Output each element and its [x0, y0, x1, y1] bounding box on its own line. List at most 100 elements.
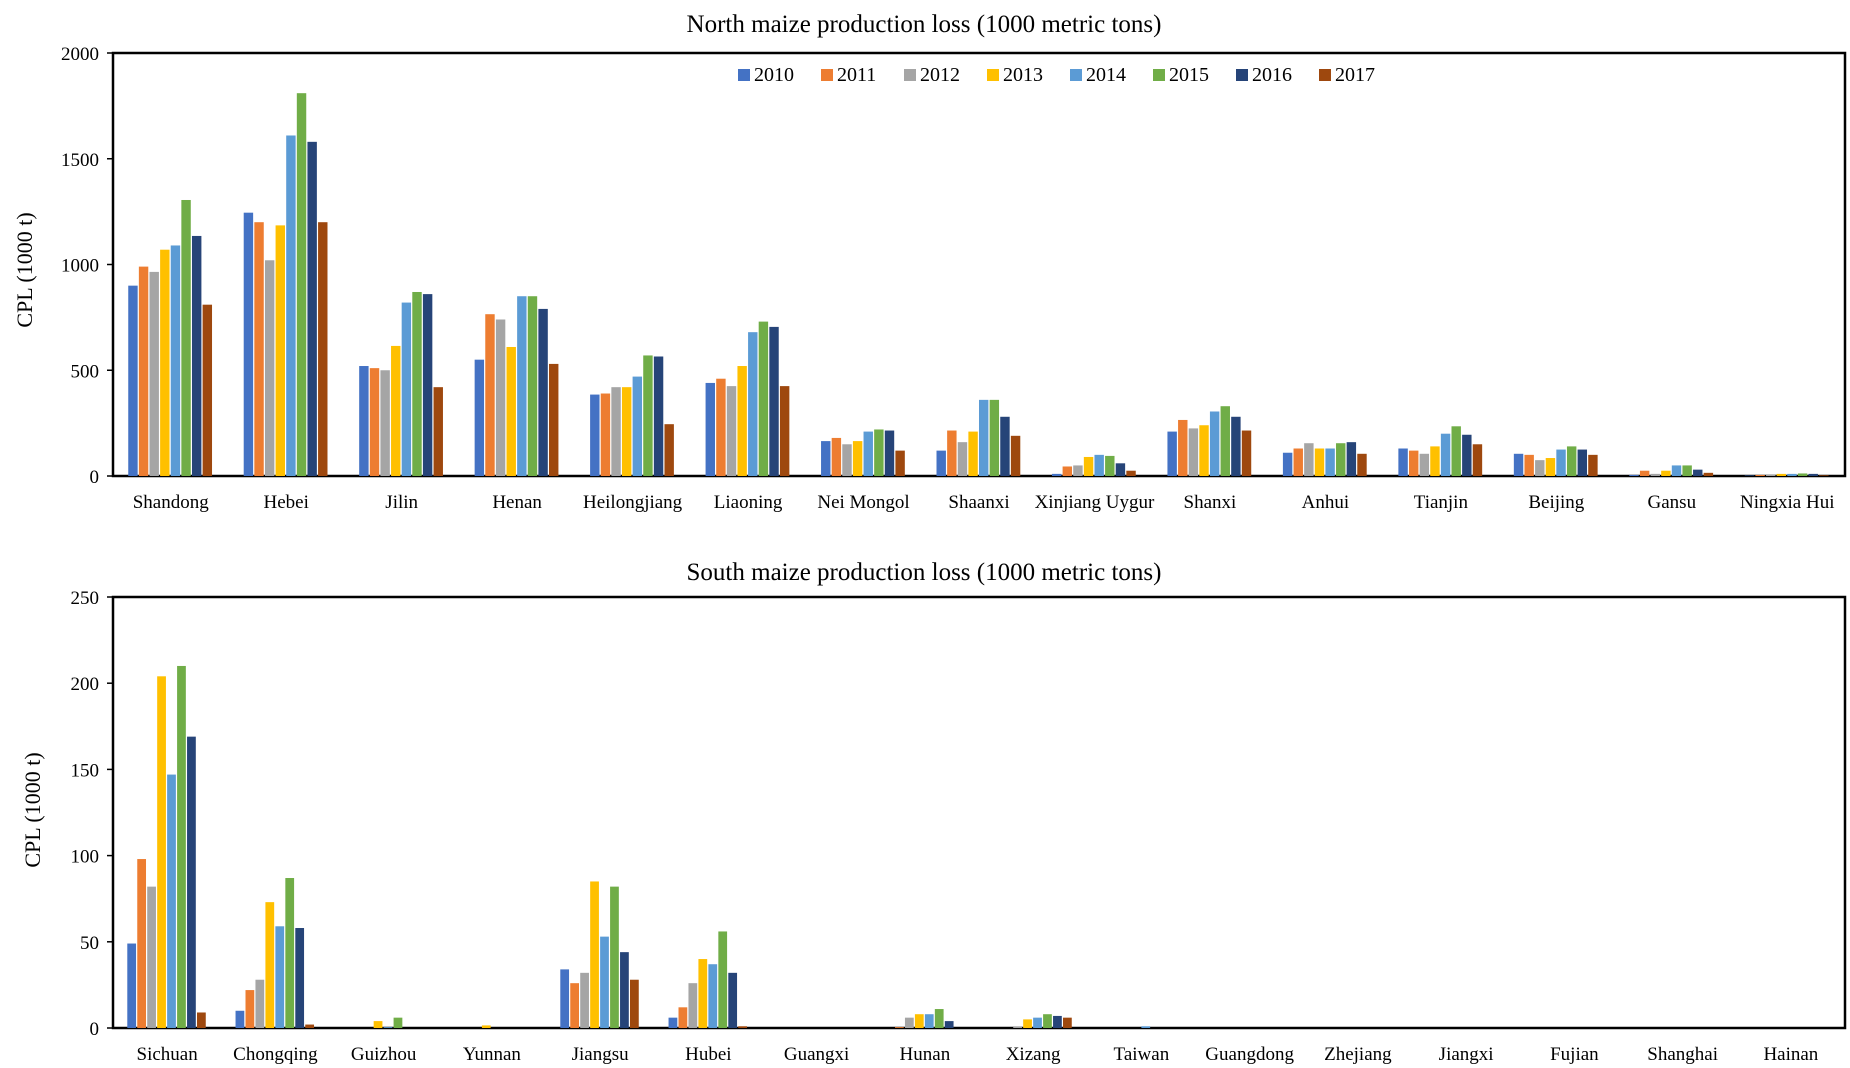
bar	[138, 266, 149, 476]
bar	[275, 926, 285, 1028]
bar	[758, 321, 769, 476]
bar	[1126, 470, 1136, 476]
bar	[688, 983, 698, 1028]
bar	[160, 249, 170, 476]
bar	[698, 959, 708, 1028]
bar	[1241, 430, 1252, 476]
bar	[1513, 453, 1524, 476]
bar	[1073, 465, 1083, 476]
x-tick-label: Zhejiang	[1324, 1044, 1392, 1065]
bar	[149, 271, 159, 476]
x-tick-label: Hainan	[1763, 1044, 1818, 1065]
bar	[1661, 470, 1671, 476]
north-chart: North maize production loss (1000 metric…	[12, 11, 1847, 513]
x-tick-label: Shanxi	[1184, 492, 1237, 513]
bar	[1000, 416, 1010, 476]
bar	[245, 990, 255, 1028]
bar	[255, 979, 265, 1028]
bar	[1462, 434, 1472, 476]
bar	[748, 332, 758, 476]
bar	[1440, 433, 1451, 476]
x-tick-label: Xizang	[1006, 1044, 1061, 1065]
bar	[1199, 425, 1209, 476]
bar	[904, 1017, 914, 1028]
plot-frame	[111, 595, 1847, 1030]
bar	[1023, 1019, 1032, 1028]
bar	[401, 302, 412, 476]
bar	[1314, 448, 1325, 476]
bar	[1682, 465, 1692, 476]
bar	[181, 199, 191, 476]
bar	[412, 291, 422, 476]
legend-label: 2010	[754, 64, 794, 86]
bar	[187, 736, 196, 1028]
bar	[1346, 442, 1357, 476]
x-tick-label: Hubei	[685, 1044, 731, 1065]
bar	[620, 952, 629, 1028]
legend-swatch	[738, 69, 750, 81]
bar	[610, 886, 619, 1028]
chart-title: South maize production loss (1000 metric…	[687, 559, 1162, 586]
bar	[481, 1025, 491, 1028]
bar	[600, 393, 611, 476]
bar	[235, 1010, 245, 1028]
bar	[305, 1024, 315, 1028]
bar	[1336, 443, 1346, 476]
x-tick-label: Fujian	[1550, 1044, 1599, 1065]
south-chart: South maize production loss (1000 metric…	[20, 559, 1847, 1065]
bar	[968, 431, 978, 476]
y-tick-label: 50	[80, 933, 99, 954]
bar	[1524, 454, 1534, 476]
bar	[668, 1017, 678, 1028]
bar	[632, 376, 643, 476]
bar	[1010, 435, 1021, 476]
x-tick-label: Yunnan	[463, 1044, 522, 1065]
bar	[1693, 469, 1703, 476]
bar	[1357, 453, 1367, 476]
bar	[957, 442, 968, 476]
bar	[1398, 448, 1408, 476]
bar	[128, 285, 138, 476]
bar	[1178, 419, 1188, 476]
bar	[1141, 1026, 1151, 1028]
x-tick-label: Shandong	[133, 492, 210, 513]
bar	[1293, 448, 1303, 476]
bar	[167, 774, 176, 1028]
x-tick-label: Guizhou	[351, 1044, 417, 1065]
legend-label: 2017	[1335, 64, 1375, 86]
x-tick-label: Shanghai	[1647, 1044, 1718, 1065]
bar	[716, 378, 726, 476]
bar	[137, 859, 147, 1028]
bar	[1209, 411, 1220, 476]
y-tick-label: 1000	[61, 256, 99, 277]
bar	[653, 356, 664, 476]
bar	[718, 931, 728, 1028]
bar	[197, 1012, 206, 1028]
bar	[895, 450, 905, 476]
bar	[737, 366, 747, 476]
bar	[286, 135, 296, 477]
bar	[243, 212, 254, 476]
legend-label: 2014	[1086, 64, 1126, 86]
bar	[157, 676, 166, 1028]
bar	[1566, 446, 1577, 476]
bar	[1062, 466, 1073, 476]
y-tick-label: 500	[71, 361, 100, 382]
bar	[936, 450, 946, 476]
x-tick-label: Sichuan	[137, 1044, 199, 1065]
legend-label: 2016	[1252, 64, 1292, 86]
bar	[611, 387, 621, 476]
bar	[1472, 444, 1483, 476]
legend-label: 2013	[1003, 64, 1043, 86]
bar	[383, 1027, 393, 1028]
bar	[842, 444, 852, 476]
chart-title: North maize production loss (1000 metric…	[687, 11, 1162, 38]
y-tick-label: 1500	[61, 150, 99, 171]
bar	[264, 260, 275, 476]
y-tick-label: 0	[90, 1019, 100, 1040]
bar	[495, 319, 506, 476]
legend-label: 2015	[1169, 64, 1209, 86]
bar	[1220, 406, 1230, 476]
bar	[1094, 454, 1104, 476]
